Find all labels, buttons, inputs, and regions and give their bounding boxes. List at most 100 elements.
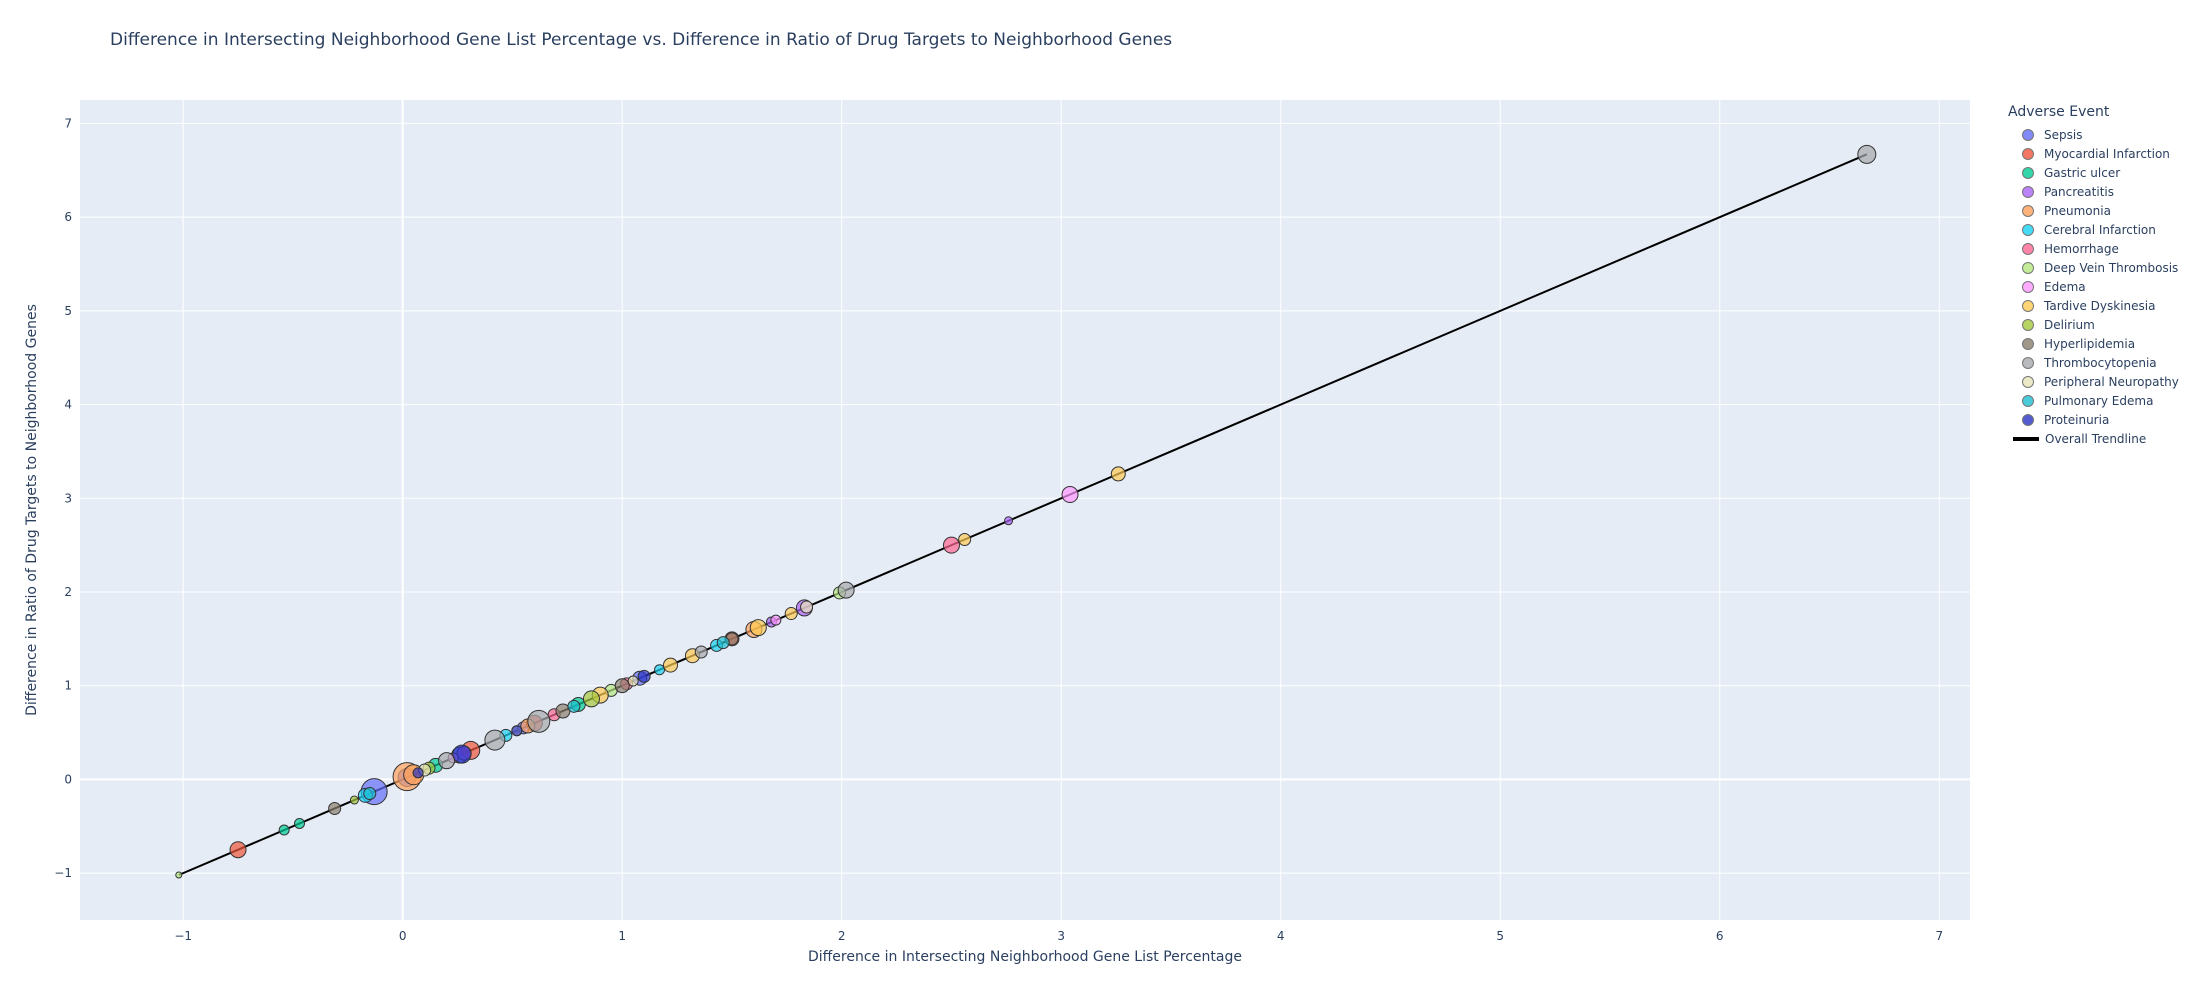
y-tick-label: 5 bbox=[64, 304, 72, 318]
y-tick-label: 2 bbox=[64, 585, 72, 599]
data-point[interactable] bbox=[627, 675, 639, 687]
data-point[interactable] bbox=[800, 600, 814, 614]
x-axis-title: Difference in Intersecting Neighborhood … bbox=[808, 949, 1242, 965]
data-point[interactable] bbox=[484, 729, 506, 751]
data-points bbox=[175, 144, 1877, 879]
legend-item[interactable]: Myocardial Infarction bbox=[2008, 144, 2179, 163]
legend-item[interactable]: Pneumonia bbox=[2008, 201, 2179, 220]
x-tick-label: 4 bbox=[1277, 929, 1285, 943]
data-point[interactable] bbox=[784, 607, 798, 621]
x-tick-label: 6 bbox=[1716, 929, 1724, 943]
y-axis-title: Difference in Ratio of Drug Targets to N… bbox=[24, 304, 40, 716]
y-tick-label: 1 bbox=[64, 679, 72, 693]
legend-marker-icon bbox=[2022, 166, 2034, 179]
chart-title: Difference in Intersecting Neighborhood … bbox=[110, 30, 1173, 50]
legend-marker-icon bbox=[2022, 223, 2034, 236]
x-tick-label: 0 bbox=[399, 929, 407, 943]
data-point[interactable] bbox=[363, 786, 377, 800]
legend-item[interactable]: Deep Vein Thrombosis bbox=[2008, 258, 2179, 277]
legend-item[interactable]: Delirium bbox=[2008, 315, 2179, 334]
legend-item[interactable]: Hyperlipidemia bbox=[2008, 334, 2179, 353]
y-tick-label: 0 bbox=[64, 772, 72, 786]
legend-label: Hyperlipidemia bbox=[2044, 336, 2136, 351]
legend-item[interactable]: Pancreatitis bbox=[2008, 182, 2179, 201]
legend-marker-icon bbox=[2022, 280, 2034, 293]
legend-label: Pneumonia bbox=[2044, 203, 2111, 218]
legend-label: Delirium bbox=[2044, 317, 2095, 332]
legend-label: Myocardial Infarction bbox=[2044, 146, 2170, 161]
legend-line-icon bbox=[2013, 436, 2039, 441]
y-tick-label: 7 bbox=[64, 116, 72, 130]
data-point[interactable] bbox=[942, 536, 960, 554]
data-point[interactable] bbox=[837, 581, 855, 599]
legend-label: Hemorrhage bbox=[2044, 241, 2119, 256]
series-group bbox=[328, 632, 739, 815]
legend-label: Edema bbox=[2044, 279, 2086, 294]
y-tick-label: 4 bbox=[64, 398, 72, 412]
data-point[interactable] bbox=[662, 657, 678, 673]
data-point[interactable] bbox=[175, 871, 183, 879]
y-tick-label: −1 bbox=[54, 866, 72, 880]
legend-item[interactable]: Proteinuria bbox=[2008, 410, 2179, 429]
data-point[interactable] bbox=[654, 664, 666, 676]
legend-label: Gastric ulcer bbox=[2044, 165, 2121, 180]
legend-item[interactable]: Sepsis bbox=[2008, 125, 2179, 144]
legend-marker-icon bbox=[2022, 356, 2034, 369]
legend-label: Overall Trendline bbox=[2045, 431, 2147, 446]
legend-marker-icon bbox=[2022, 242, 2034, 255]
series-group bbox=[412, 669, 651, 779]
legend: Adverse Event Sepsis Myocardial Infarctio… bbox=[2008, 104, 2179, 448]
data-point[interactable] bbox=[278, 824, 290, 836]
y-tick-label: 3 bbox=[64, 491, 72, 505]
y-tick-label: 6 bbox=[64, 210, 72, 224]
data-point[interactable] bbox=[958, 533, 972, 547]
data-point[interactable] bbox=[328, 801, 342, 815]
data-point[interactable] bbox=[1857, 144, 1877, 164]
data-point[interactable] bbox=[614, 678, 630, 694]
legend-label: Thrombocytopenia bbox=[2044, 355, 2157, 370]
data-point[interactable] bbox=[582, 690, 600, 708]
data-point[interactable] bbox=[694, 645, 708, 659]
legend-marker-icon bbox=[2022, 204, 2034, 217]
legend-item[interactable]: Peripheral Neuropathy bbox=[2008, 372, 2179, 391]
series-group bbox=[363, 636, 730, 800]
x-tick-label: 7 bbox=[1935, 929, 1943, 943]
tick-labels: −1 0 1 2 3 4 5 6 7 −1 0 1 2 3 4 5 6 7 bbox=[54, 116, 1943, 943]
x-tick-label: 5 bbox=[1496, 929, 1504, 943]
legend-item[interactable]: Hemorrhage bbox=[2008, 239, 2179, 258]
legend-label: Proteinuria bbox=[2044, 412, 2110, 427]
legend-marker-icon bbox=[2022, 185, 2034, 198]
data-point[interactable] bbox=[452, 744, 472, 764]
legend-marker-icon bbox=[2022, 128, 2034, 141]
data-point[interactable] bbox=[294, 817, 306, 829]
data-point[interactable] bbox=[349, 795, 359, 805]
legend-item[interactable]: Gastric ulcer bbox=[2008, 163, 2179, 182]
data-point[interactable] bbox=[438, 752, 456, 770]
x-tick-label: 2 bbox=[838, 929, 846, 943]
legend-item[interactable]: Cerebral Infarction bbox=[2008, 220, 2179, 239]
data-point[interactable] bbox=[716, 636, 730, 650]
legend-label: Deep Vein Thrombosis bbox=[2044, 260, 2179, 275]
legend-marker-icon bbox=[2022, 147, 2034, 160]
legend-marker-icon bbox=[2022, 318, 2034, 331]
data-point[interactable] bbox=[1004, 516, 1014, 526]
data-point[interactable] bbox=[749, 619, 767, 637]
legend-marker-icon bbox=[2022, 299, 2034, 312]
data-point[interactable] bbox=[1110, 466, 1126, 482]
legend-item[interactable]: Thrombocytopenia bbox=[2008, 353, 2179, 372]
legend-marker-icon bbox=[2022, 337, 2034, 350]
data-point[interactable] bbox=[511, 725, 523, 737]
data-point[interactable] bbox=[229, 841, 247, 859]
legend-item[interactable]: Edema bbox=[2008, 277, 2179, 296]
data-point[interactable] bbox=[637, 669, 651, 683]
legend-item-trendline[interactable]: Overall Trendline bbox=[2008, 429, 2179, 448]
data-point[interactable] bbox=[527, 709, 551, 733]
gridlines bbox=[80, 100, 1970, 920]
data-point[interactable] bbox=[1061, 486, 1079, 504]
legend-marker-icon bbox=[2022, 261, 2034, 274]
legend-item[interactable]: Pulmonary Edema bbox=[2008, 391, 2179, 410]
data-point[interactable] bbox=[770, 614, 782, 626]
data-point[interactable] bbox=[412, 767, 424, 779]
legend-item[interactable]: Tardive Dyskinesia bbox=[2008, 296, 2179, 315]
data-point[interactable] bbox=[567, 699, 581, 713]
